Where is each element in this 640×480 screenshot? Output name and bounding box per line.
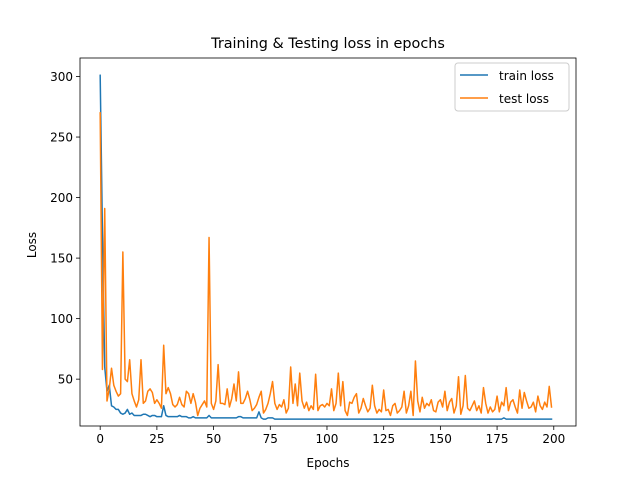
- axes-frame: [79, 57, 577, 427]
- legend: train loss test loss: [454, 62, 570, 112]
- x-tick-label: 175: [486, 432, 509, 446]
- x-axis-label: Epochs: [307, 456, 350, 470]
- series-line-test-loss: [99, 112, 553, 417]
- x-tick-label: 200: [542, 432, 565, 446]
- x-axis: 0 25 50 75 100 125 150 175 200: [96, 426, 565, 446]
- y-axis: 50 100 150 200 250 300: [50, 70, 80, 387]
- x-tick-label: 75: [263, 432, 278, 446]
- plot-area: [99, 74, 553, 420]
- y-tick-label: 200: [50, 191, 73, 205]
- chart-title: Training & Testing loss in epochs: [210, 36, 445, 52]
- y-tick-label: 150: [50, 252, 73, 266]
- series-line-train-loss: [99, 74, 553, 420]
- y-tick-label: 250: [50, 131, 73, 145]
- y-tick-label: 300: [50, 70, 73, 84]
- legend-label-test-loss: test loss: [499, 92, 549, 106]
- x-tick-label: 125: [372, 432, 395, 446]
- x-tick-label: 50: [206, 432, 221, 446]
- legend-label-train-loss: train loss: [499, 69, 554, 83]
- x-tick-label: 150: [429, 432, 452, 446]
- y-axis-label: Loss: [25, 232, 39, 258]
- x-tick-label: 25: [149, 432, 164, 446]
- x-tick-label: 0: [96, 432, 104, 446]
- y-tick-label: 100: [50, 312, 73, 326]
- y-tick-label: 50: [58, 373, 73, 387]
- x-tick-label: 100: [316, 432, 339, 446]
